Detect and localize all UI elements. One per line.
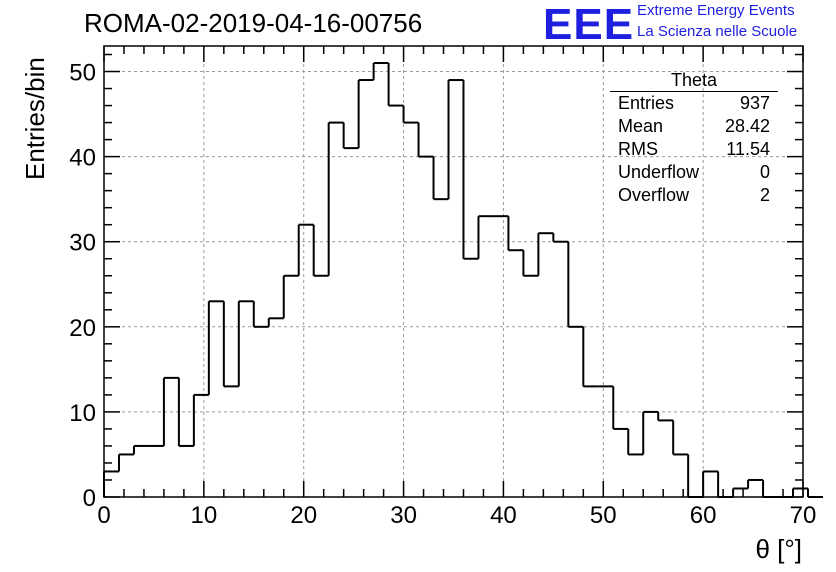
histogram-bin bbox=[267, 317, 284, 327]
x-tick-label: 0 bbox=[97, 502, 110, 529]
eee-logo: EEE bbox=[543, 0, 635, 49]
x-tick-label: 10 bbox=[191, 502, 218, 529]
histogram-bin bbox=[552, 233, 569, 243]
stats-row-entries: Entries 937 bbox=[610, 92, 778, 115]
x-tick-label: 70 bbox=[790, 502, 817, 529]
histogram-bin bbox=[687, 454, 704, 498]
histogram-bin bbox=[762, 479, 779, 498]
stats-value: 11.54 bbox=[726, 139, 770, 159]
y-tick-label: 10 bbox=[69, 400, 96, 427]
logo-text-line2: La Scienza nelle Scuole bbox=[637, 23, 798, 40]
histogram-bin bbox=[732, 487, 749, 497]
x-tick-label: 20 bbox=[290, 502, 317, 529]
stats-value: 937 bbox=[739, 93, 770, 113]
x-tick-label: 50 bbox=[590, 502, 617, 529]
histogram-bin bbox=[582, 326, 599, 388]
plot-frame bbox=[103, 45, 804, 498]
histogram-bin bbox=[627, 428, 644, 456]
y-tick-label: 0 bbox=[83, 485, 96, 512]
y-tick-label: 30 bbox=[69, 230, 96, 257]
histogram-bin bbox=[477, 215, 494, 259]
histogram-bin bbox=[357, 79, 374, 149]
chart-title: ROMA-02-2019-04-16-00756 bbox=[84, 8, 423, 38]
histogram-bin bbox=[132, 444, 149, 455]
histogram-bin bbox=[462, 80, 479, 260]
histogram-bin bbox=[342, 122, 359, 150]
stats-row-rms: RMS 11.54 bbox=[610, 138, 778, 161]
axis-ticks bbox=[103, 46, 804, 498]
histogram-bin bbox=[327, 121, 344, 276]
stats-title: Theta bbox=[610, 70, 778, 92]
x-tick-label: 40 bbox=[490, 502, 517, 529]
histogram-bin bbox=[806, 488, 823, 498]
stats-label: RMS bbox=[618, 139, 658, 159]
histogram-bin bbox=[522, 250, 539, 277]
stats-value: 2 bbox=[759, 185, 770, 205]
stats-row-overflow: Overflow 2 bbox=[610, 184, 778, 207]
histogram-bin bbox=[447, 79, 464, 200]
histogram-bin bbox=[642, 410, 659, 455]
histogram-bin bbox=[402, 105, 419, 124]
stats-row-mean: Mean 28.42 bbox=[610, 115, 778, 138]
histogram-bin bbox=[103, 470, 119, 497]
stats-value: 28.42 bbox=[724, 116, 770, 136]
histogram-bin bbox=[387, 63, 404, 107]
histogram-bin bbox=[672, 420, 689, 456]
histogram-bin bbox=[417, 122, 434, 158]
y-axis-label: Entries/bin bbox=[20, 57, 50, 180]
histogram-bin bbox=[657, 411, 674, 422]
histogram-bin bbox=[297, 223, 314, 276]
grid-lines bbox=[104, 46, 803, 497]
histogram-bin bbox=[207, 300, 224, 395]
histogram-bin bbox=[252, 301, 269, 328]
y-tick-label: 50 bbox=[69, 60, 96, 87]
histogram-bin bbox=[177, 377, 194, 447]
histogram-bin bbox=[282, 274, 299, 319]
histogram-bin bbox=[567, 241, 584, 328]
histogram-bin bbox=[537, 232, 554, 276]
histogram-bin bbox=[792, 487, 808, 497]
stats-value: 0 bbox=[759, 162, 770, 182]
histogram-bin bbox=[507, 216, 524, 252]
y-tick-label: 20 bbox=[69, 315, 96, 342]
histogram-bin bbox=[312, 224, 329, 277]
x-tick-label: 30 bbox=[390, 502, 417, 529]
stats-label: Underflow bbox=[618, 162, 700, 182]
histogram-bin bbox=[192, 393, 209, 446]
histogram-bin bbox=[237, 300, 254, 387]
x-tick-label: 60 bbox=[690, 502, 717, 529]
histogram-bin bbox=[432, 156, 449, 201]
histogram-bin bbox=[612, 386, 629, 430]
histogram-bin bbox=[222, 301, 239, 388]
x-axis-label: θ [°] bbox=[755, 534, 802, 564]
stats-label: Entries bbox=[618, 93, 675, 113]
stats-row-underflow: Underflow 0 bbox=[610, 161, 778, 184]
stats-label: Mean bbox=[618, 116, 664, 136]
stats-label: Overflow bbox=[618, 185, 690, 205]
histogram-bin bbox=[372, 62, 389, 81]
histogram-bin bbox=[717, 471, 734, 498]
logo-text-line1: Extreme Energy Events bbox=[637, 2, 795, 19]
histogram-bin bbox=[162, 376, 179, 446]
histogram-bin bbox=[747, 478, 764, 489]
histogram-bin bbox=[117, 453, 134, 472]
stats-box: Theta Entries 937 Mean 28.42 RMS 11.54 U… bbox=[610, 70, 778, 207]
y-tick-label: 40 bbox=[69, 145, 96, 172]
histogram-bin bbox=[702, 470, 719, 497]
